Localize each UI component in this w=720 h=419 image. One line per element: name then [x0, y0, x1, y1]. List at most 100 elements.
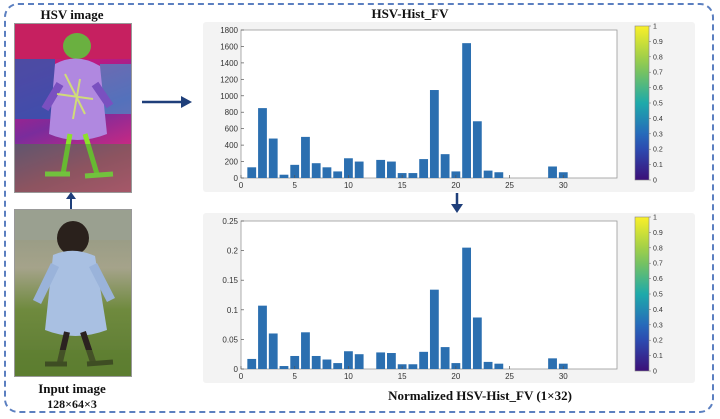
- bar-19: [440, 347, 450, 369]
- right-arrow-icon: [142, 96, 192, 108]
- bar-21: [462, 43, 472, 179]
- colorbar-tick-label: 0.3: [653, 131, 663, 138]
- x-tick-label: 5: [292, 181, 297, 190]
- bar-17: [419, 351, 429, 369]
- colorbar-tick-label: 0.7: [653, 261, 663, 268]
- colorbar: [634, 25, 650, 181]
- x-tick-label: 20: [451, 372, 460, 381]
- bar-7: [311, 355, 321, 369]
- bar-1: [247, 358, 257, 369]
- bar-24: [494, 172, 504, 178]
- bar-8: [322, 167, 332, 178]
- bar-5: [290, 164, 300, 178]
- x-tick-label: 20: [451, 181, 460, 190]
- bar-6: [301, 332, 310, 369]
- colorbar-tick-label: 0.1: [653, 353, 663, 360]
- x-tick-label: 5: [292, 372, 297, 381]
- bar-14: [386, 353, 396, 369]
- x-tick-label: 10: [344, 372, 353, 381]
- y-tick-label: 800: [225, 108, 239, 117]
- up-arrow-icon: [66, 192, 76, 210]
- bar-18: [429, 289, 439, 369]
- y-tick-label: 0.05: [222, 335, 238, 344]
- x-tick-label: 0: [239, 372, 244, 381]
- input-image-dims: 128×64×3: [47, 397, 97, 411]
- colorbar-tick-label: 0.6: [653, 276, 663, 283]
- x-tick-label: 25: [505, 181, 514, 190]
- bar-8: [322, 359, 332, 369]
- colorbar-tick-label: 0.3: [653, 322, 663, 329]
- y-tick-label: 0.2: [227, 247, 239, 256]
- bar-2: [258, 108, 267, 178]
- bar-5: [290, 355, 300, 369]
- colorbar-tick-label: 0.6: [653, 85, 663, 92]
- bar-1: [247, 167, 257, 178]
- bar-3: [268, 138, 278, 178]
- colorbar-tick-label: 0.9: [653, 230, 663, 237]
- bar-24: [494, 363, 504, 369]
- bar-4: [279, 366, 289, 369]
- y-tick-label: 0.25: [222, 217, 238, 226]
- y-tick-label: 0: [234, 174, 239, 183]
- diagram-frame: [4, 3, 714, 413]
- plot-area: [240, 29, 618, 179]
- bar-29: [548, 166, 557, 178]
- y-tick-label: 1800: [220, 26, 238, 35]
- bar-13: [376, 352, 386, 369]
- colorbar-tick-label: 0.9: [653, 39, 663, 46]
- y-tick-label: 200: [225, 158, 239, 167]
- colorbar-tick-label: 1: [653, 24, 657, 31]
- bar-2: [258, 305, 267, 369]
- bar-21: [462, 247, 472, 369]
- x-tick-label: 30: [559, 181, 568, 190]
- colorbar-tick-label: 0.4: [653, 307, 663, 314]
- colorbar-tick-label: 0: [653, 369, 657, 376]
- bar-23: [483, 170, 493, 178]
- y-tick-label: 1400: [220, 59, 238, 68]
- y-tick-label: 600: [225, 125, 239, 134]
- bottom-chart-title: Normalized HSV-Hist_FV (1×32): [388, 388, 572, 403]
- colorbar-tick-label: 0.2: [653, 147, 663, 154]
- input-image: [14, 209, 132, 377]
- bar-14: [386, 161, 396, 178]
- colorbar-tick-label: 0.1: [653, 162, 663, 169]
- colorbar-tick-label: 0.2: [653, 338, 663, 345]
- bar-7: [311, 163, 321, 178]
- top-histogram-chart: 0 5 10 15 20 25 30 0 200 400 600 800 1000 1200 1400 160…: [220, 24, 663, 191]
- y-tick-label: 1000: [220, 92, 238, 101]
- bar-22: [472, 121, 482, 178]
- y-tick-label: 0.1: [227, 306, 239, 315]
- bar-3: [268, 333, 278, 369]
- bar-17: [419, 159, 429, 178]
- bar-10: [344, 351, 353, 369]
- colorbar-tick-label: 0.8: [653, 245, 663, 252]
- y-tick-label: 0.15: [222, 276, 238, 285]
- bar-9: [333, 171, 343, 178]
- down-arrow-icon: [451, 193, 463, 213]
- plot-area: [240, 220, 618, 370]
- bar-19: [440, 154, 450, 178]
- bar-4: [279, 174, 289, 178]
- y-tick-label: 1200: [220, 75, 238, 84]
- colorbar-tick-label: 0.5: [653, 292, 663, 299]
- x-tick-label: 15: [398, 181, 407, 190]
- colorbar-tick-label: 0.4: [653, 116, 663, 123]
- bar-13: [376, 159, 386, 178]
- bar-23: [483, 361, 493, 369]
- x-tick-label: 25: [505, 372, 514, 381]
- x-tick-label: 0: [239, 181, 244, 190]
- bar-11: [354, 354, 364, 369]
- input-image-label: Input image: [38, 381, 106, 396]
- colorbar-tick-label: 0.5: [653, 101, 663, 108]
- bar-11: [354, 161, 364, 178]
- y-tick-label: 400: [225, 141, 239, 150]
- colorbar: [634, 216, 650, 372]
- bar-6: [301, 136, 310, 178]
- bar-16: [408, 173, 418, 178]
- y-tick-label: 1600: [220, 42, 238, 51]
- bar-9: [333, 363, 343, 369]
- top-chart-title: HSV-Hist_FV: [371, 6, 449, 21]
- bar-18: [429, 90, 439, 178]
- x-tick-label: 15: [398, 372, 407, 381]
- x-tick-label: 10: [344, 181, 353, 190]
